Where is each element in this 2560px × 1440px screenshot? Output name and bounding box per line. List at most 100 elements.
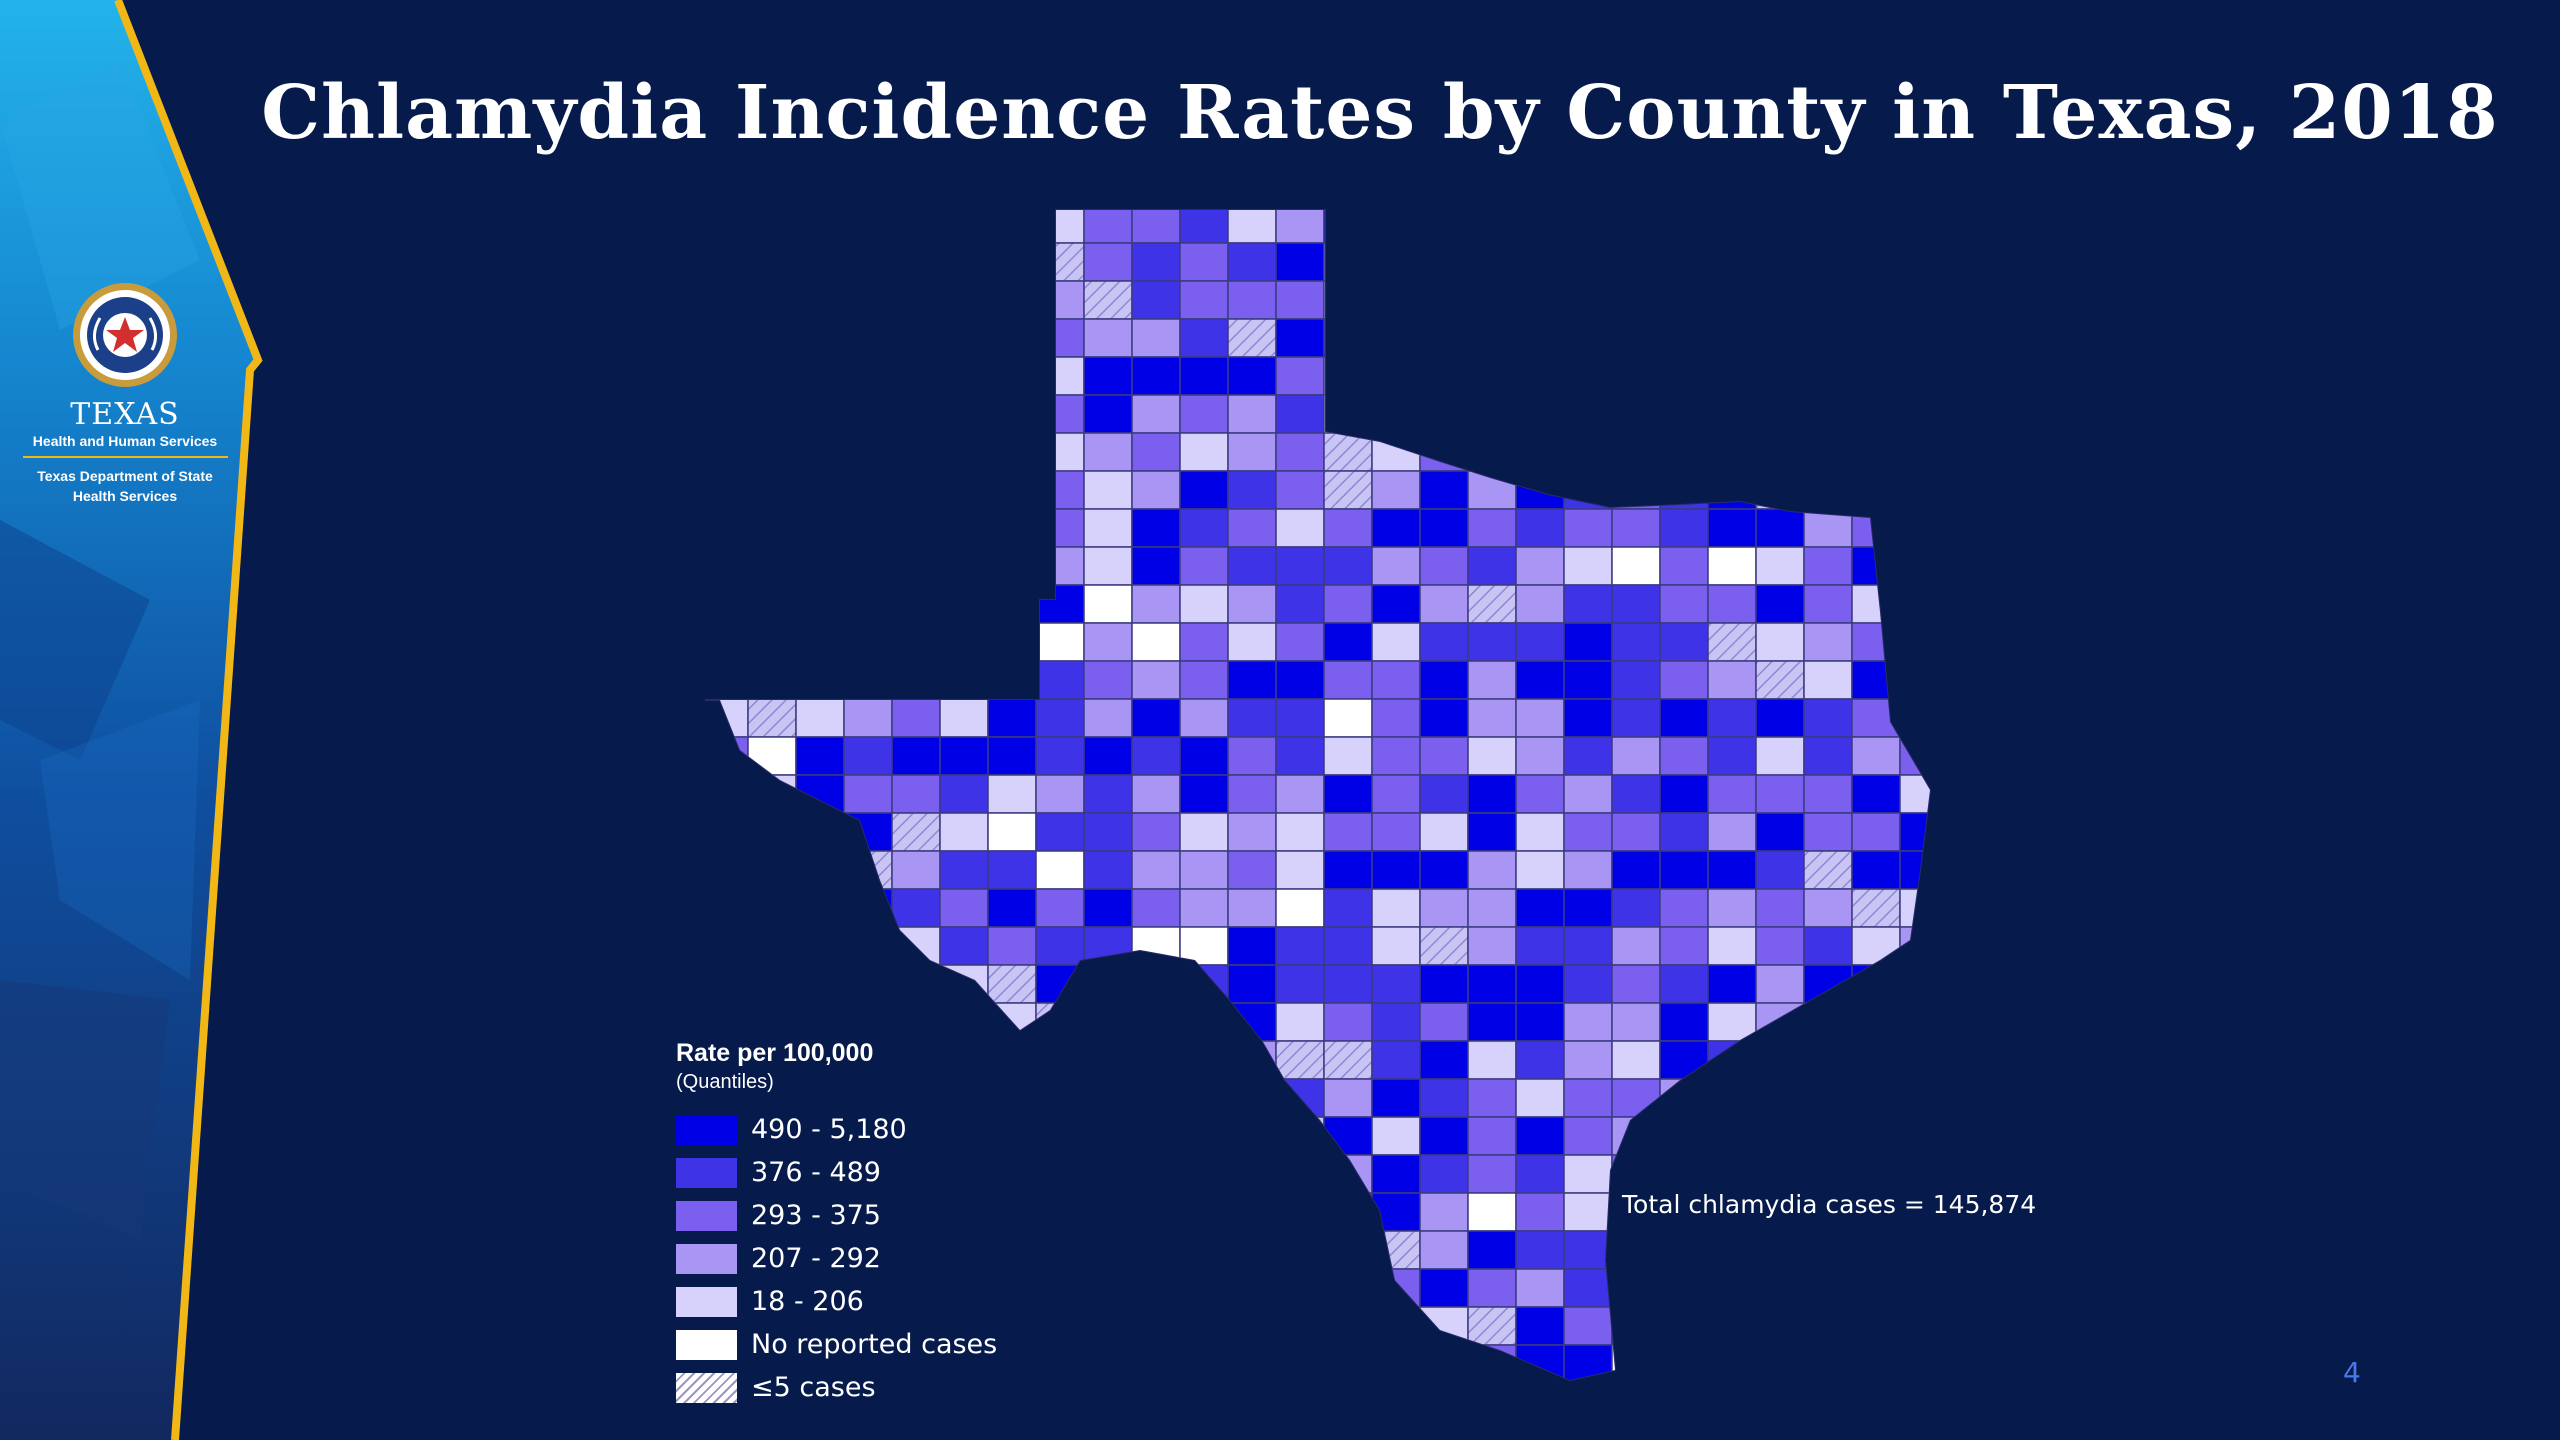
county-cell [1611, 888, 1661, 928]
county-cell [1803, 698, 1853, 738]
county-cell [705, 964, 749, 1004]
county-cell [1227, 964, 1277, 1004]
county-cell [747, 888, 797, 928]
county-cell [1179, 812, 1229, 852]
county-cell [891, 584, 941, 624]
county-cell [1467, 622, 1517, 662]
county-cell [939, 660, 989, 700]
county-cell [939, 394, 989, 434]
county-cell [1275, 622, 1325, 662]
county-cell [795, 432, 845, 472]
county-cell [1371, 1116, 1421, 1156]
county-cell [1419, 774, 1469, 814]
county-cell [939, 926, 989, 966]
county-cell [1515, 1078, 1565, 1118]
county-cell [1851, 210, 1901, 244]
county-cell [1083, 812, 1133, 852]
county-cell [1515, 698, 1565, 738]
county-cell [1659, 508, 1709, 548]
county-cell [1515, 1154, 1565, 1194]
county-cell [1899, 1230, 1930, 1270]
legend-item: 18 - 206 [676, 1280, 997, 1323]
county-cell [1803, 318, 1853, 358]
county-cell [843, 584, 893, 624]
county-cell [1467, 356, 1517, 396]
county-cell [1035, 812, 1085, 852]
county-cell [987, 774, 1037, 814]
county-cell [1275, 1002, 1325, 1042]
county-cell [987, 210, 1037, 244]
county-cell [1851, 508, 1901, 548]
county-cell [1707, 774, 1757, 814]
county-cell [1323, 1230, 1373, 1270]
county-cell [1851, 622, 1901, 662]
county-cell [1563, 964, 1613, 1004]
county-cell [1563, 1002, 1613, 1042]
county-cell [1611, 622, 1661, 662]
county-cell [1275, 1116, 1325, 1156]
county-cell [1755, 318, 1805, 358]
county-cell [1707, 210, 1757, 244]
county-cell [1179, 774, 1229, 814]
county-cell [1227, 1116, 1277, 1156]
county-cell [1851, 1078, 1901, 1118]
county-cell [1131, 1230, 1181, 1270]
county-cell [1131, 508, 1181, 548]
county-cell [1419, 1306, 1469, 1346]
county-cell [1515, 584, 1565, 624]
county-cell [1755, 210, 1805, 244]
county-cell [1083, 1154, 1133, 1194]
county-cell [1899, 850, 1930, 890]
county-cell [1371, 964, 1421, 1004]
logo-texas-text: TEXAS [70, 397, 180, 432]
county-cell [1035, 1040, 1085, 1080]
county-cell [1803, 546, 1853, 586]
county-cell [1515, 432, 1565, 472]
county-cell [747, 698, 797, 738]
county-cell [843, 698, 893, 738]
county-cell [939, 470, 989, 510]
county-cell [1131, 356, 1181, 396]
county-cell [1035, 926, 1085, 966]
county-cell [1611, 1040, 1661, 1080]
county-cell [843, 660, 893, 700]
county-cell [1803, 964, 1853, 1004]
county-cell [1419, 1002, 1469, 1042]
county-cell [795, 964, 845, 1004]
county-cell [1084, 1383, 1132, 1421]
county-cell [1275, 210, 1325, 244]
county-cell [1515, 318, 1565, 358]
county-cell [1851, 394, 1901, 434]
county-cell [1419, 584, 1469, 624]
legend-label: 490 - 5,180 [751, 1114, 907, 1145]
county-cell [1563, 1192, 1613, 1232]
county-cell [1563, 546, 1613, 586]
county-cell [1755, 1344, 1805, 1380]
county-cell [1563, 774, 1613, 814]
county-cell [1227, 698, 1277, 738]
county-cell [1467, 850, 1517, 890]
county-cell [1612, 1383, 1660, 1421]
county-cell [1179, 888, 1229, 928]
county-cell [1707, 812, 1757, 852]
county-cell [1419, 850, 1469, 890]
county-cell [747, 850, 797, 890]
county-cell [1467, 508, 1517, 548]
county-cell [1563, 584, 1613, 624]
county-cell [1419, 736, 1469, 776]
county-cell [1227, 1230, 1277, 1270]
county-cell [1131, 1154, 1181, 1194]
county-cell [1611, 394, 1661, 434]
county-cell [891, 622, 941, 662]
county-cell [1467, 774, 1517, 814]
county-cell [1083, 546, 1133, 586]
county-cell [1132, 1383, 1180, 1421]
county-cell [843, 242, 893, 282]
county-cell [795, 280, 845, 320]
county-cell [1803, 584, 1853, 624]
county-cell [1899, 1268, 1930, 1308]
county-cell [1083, 318, 1133, 358]
county-cell [1899, 698, 1930, 738]
county-cell [795, 660, 845, 700]
